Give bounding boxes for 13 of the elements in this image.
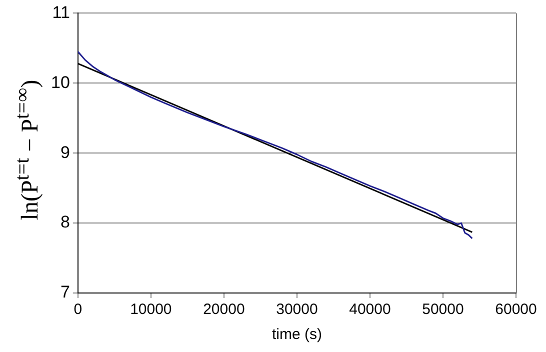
x-axis-title: time (s) <box>272 326 322 344</box>
y-tick-label: 8 <box>60 212 70 232</box>
y-tick-label: 11 <box>52 2 70 22</box>
y-tick-label: 10 <box>50 72 70 92</box>
x-tick-label: 20000 <box>203 301 245 318</box>
x-tick-label: 40000 <box>349 301 391 318</box>
y-tick-label: 9 <box>60 142 70 162</box>
x-tick-label: 10000 <box>130 301 172 318</box>
y-tick-label: 7 <box>60 282 70 302</box>
x-tick-label: 50000 <box>422 301 464 318</box>
x-tick-label: 60000 <box>495 301 537 318</box>
x-tick-label: 30000 <box>276 301 318 318</box>
x-tick-label: 0 <box>74 301 82 318</box>
